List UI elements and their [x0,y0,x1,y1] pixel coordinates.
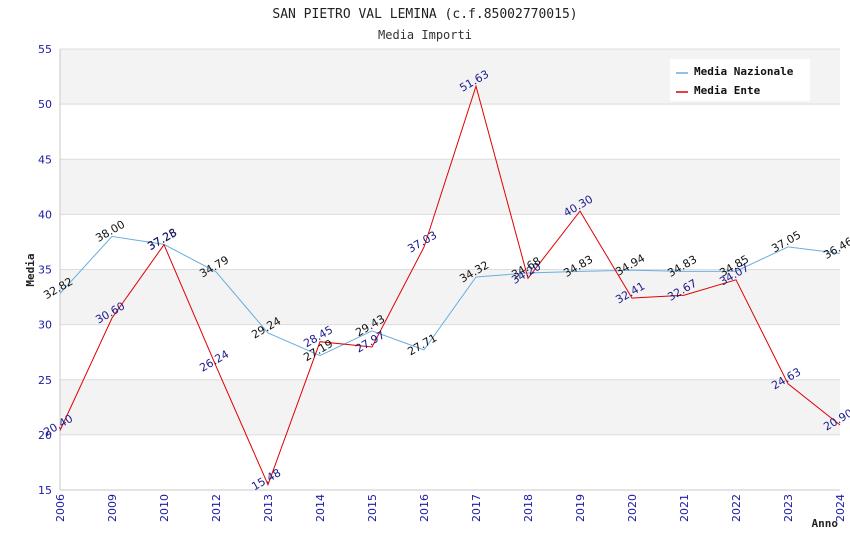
x-tick-label: 2017 [470,494,483,522]
data-label-ente: 15.48 [249,466,283,493]
background-band [60,379,840,435]
data-label-nazionale: 27.71 [405,331,439,358]
x-tick-label: 2023 [782,494,795,522]
x-tick-label: 2013 [262,494,275,522]
chart-title: SAN PIETRO VAL LEMINA (c.f.85002770015) [272,7,577,22]
series-lines [59,84,841,487]
y-tick-label: 50 [38,98,52,111]
x-tick-label: 2015 [366,494,379,522]
x-tick-label: 2006 [54,494,67,522]
data-label-ente: 26.24 [197,348,231,375]
y-tick-labels: 15 20 25 30 35 40 45 50 55 [38,43,52,497]
x-tick-labels: 2006 2009 2010 2012 2013 2014 2015 2016 2017 2018… [54,494,847,522]
legend-label-ente: Media Ente [694,84,761,97]
x-tick-label: 2010 [158,494,171,522]
y-tick-label: 35 [38,264,52,277]
legend: Media Nazionale Media Ente [670,59,810,101]
data-label-nazionale: 38.00 [93,218,127,245]
y-tick-label: 55 [38,43,52,56]
y-tick-label: 30 [38,319,52,332]
x-tick-label: 2021 [678,494,691,522]
y-tick-label: 40 [38,208,52,221]
x-tick-label: 2009 [106,494,119,522]
y-axis-label: Media [24,253,37,286]
x-tick-label: 2014 [314,494,327,522]
legend-box [670,59,810,101]
data-label-ente: 37.25 [145,226,179,253]
y-tick-label: 25 [38,374,52,387]
x-tick-label: 2016 [418,494,431,522]
x-axis-label: Anno [812,517,839,530]
y-tick-label: 20 [38,429,52,442]
background-band [60,159,840,215]
x-tick-label: 2020 [626,494,639,522]
x-tick-label: 2022 [730,494,743,522]
y-tick-label: 15 [38,484,52,497]
x-tick-label: 2019 [574,494,587,522]
data-label-nazionale: 37.05 [769,228,803,255]
series-line-media-ente [59,84,841,487]
data-label-nazionale: 36.46 [821,235,850,262]
series-line-media-nazionale [59,235,841,357]
chart-subtitle: Media Importi [378,28,472,42]
x-tick-label: 2012 [210,494,223,522]
x-tick-label: 2024 [834,494,847,522]
x-tick-label: 2018 [522,494,535,522]
background-band [60,269,840,325]
y-tick-label: 45 [38,153,52,166]
plot-background-bands [60,49,840,435]
legend-label-nazionale: Media Nazionale [694,65,794,78]
